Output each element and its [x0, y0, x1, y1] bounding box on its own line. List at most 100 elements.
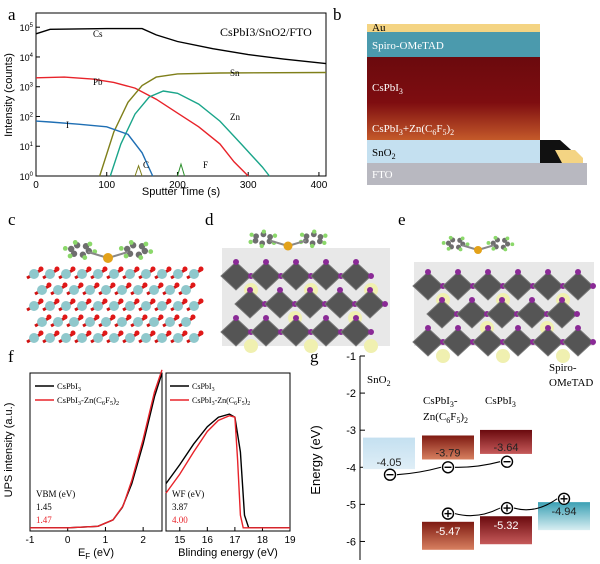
octahedron [442, 327, 474, 357]
iodine-atom [233, 315, 239, 321]
o-atom [46, 282, 52, 288]
carbon-atom [317, 233, 324, 240]
carbon-atom [123, 245, 131, 253]
octahedron [250, 317, 282, 347]
series-pb [35, 76, 249, 177]
octahedron [562, 271, 594, 301]
iodine-atom [367, 287, 373, 293]
xtick-label-a: 200 [169, 180, 186, 191]
legend-f1-cspbi3: CsPbI3 [57, 381, 81, 393]
layer-sno2-label: SnO2 [372, 147, 396, 161]
o-atom [38, 330, 44, 336]
panel-f-left-series [30, 369, 163, 529]
sn-atom [29, 269, 39, 279]
iodine-atom [575, 325, 581, 331]
o-atom [142, 282, 148, 288]
vbm-cspbi3: 1.45 [36, 502, 52, 512]
o-atom [46, 314, 52, 320]
iodine-atom [368, 273, 374, 279]
sn-atom [141, 269, 151, 279]
sn-atom [77, 333, 87, 343]
octahedron [426, 299, 458, 329]
sn-atom [29, 301, 39, 311]
iodine-atom [307, 287, 313, 293]
trace-f [176, 162, 186, 177]
wf-zn: 4.00 [172, 515, 188, 525]
sn-atom [165, 317, 175, 327]
o-atom [174, 282, 180, 288]
o-atom [150, 298, 156, 304]
xtick-label-a: 400 [311, 180, 328, 191]
panel-label-g: g [310, 347, 319, 366]
octahedron [546, 299, 578, 329]
o-atom [54, 298, 60, 304]
o-atom [62, 282, 68, 288]
carbon-atom [253, 233, 259, 240]
o-atom [142, 314, 148, 320]
structure-c [26, 240, 204, 344]
transfer-arrow [454, 461, 501, 468]
o-atom [70, 330, 76, 336]
carbon-atom [252, 237, 259, 244]
octahedron [472, 327, 504, 357]
iodine-atom [485, 325, 491, 331]
fluorine-atom [299, 232, 305, 237]
layer-spiro [367, 32, 540, 57]
sn-atom [149, 317, 159, 327]
octahedron [412, 271, 444, 301]
fluorine-atom [503, 247, 508, 252]
sn-atom [61, 301, 71, 311]
panel-f-left-xlabel: EF (eV) [78, 547, 114, 561]
layer-fto [367, 163, 587, 185]
ytick-label-g: -4 [346, 462, 356, 474]
ytick-exp: 4 [30, 53, 34, 59]
fluorine-atom [460, 236, 465, 241]
sn-atom [45, 301, 55, 311]
sn-atom [61, 269, 71, 279]
fluorine-atom [261, 229, 266, 234]
device-stack: Au Spiro-OMeTAD CsPbI3 CsPbI3+Zn(C6F5)2 … [367, 22, 587, 185]
series-zn [109, 90, 270, 177]
o-atom [134, 266, 140, 272]
iodine-atom [485, 269, 491, 275]
cb-value: -3.79 [435, 447, 460, 459]
cesium-atom [496, 349, 510, 363]
xtick-label-f: -1 [26, 535, 35, 546]
sn-atom [101, 317, 111, 327]
layer-cspbi3-label: CsPbI3 [372, 82, 403, 96]
iodine-atom [590, 339, 596, 345]
sn-atom [133, 285, 143, 295]
o-atom [190, 314, 196, 320]
o-atom [166, 330, 172, 336]
octahedron [310, 317, 342, 347]
sn-atom [125, 269, 135, 279]
label-sn: Sn [230, 68, 240, 78]
sn-atom [117, 285, 127, 295]
ytick-label-a: 104 [20, 53, 34, 63]
fluorine-atom [138, 255, 144, 260]
fluorine-atom [323, 233, 328, 238]
o-atom [78, 314, 84, 320]
fluorine-atom [312, 229, 317, 234]
vb-block [538, 502, 590, 531]
carbon-atom [82, 243, 90, 250]
iodine-atom [499, 297, 505, 303]
iodine-atom [293, 315, 299, 321]
layer-spiro-label: Spiro-OMeTAD [372, 40, 444, 52]
series-sn [99, 71, 327, 177]
layer-perovskite [367, 57, 540, 140]
sn-atom [181, 317, 191, 327]
sn-atom [69, 317, 79, 327]
iodine-atom [277, 287, 283, 293]
label-zn: Zn [230, 112, 240, 122]
ytick-exp: 5 [30, 23, 34, 29]
o-atom [70, 266, 76, 272]
sn-atom [93, 333, 103, 343]
col-cspbi3: CsPbI3 [485, 395, 516, 409]
panel-label-b: b [333, 5, 342, 24]
octahedron [456, 299, 488, 329]
sn-atom [125, 333, 135, 343]
sn-atom [37, 317, 47, 327]
panel-label-a: a [8, 5, 16, 24]
o-atom [102, 330, 108, 336]
